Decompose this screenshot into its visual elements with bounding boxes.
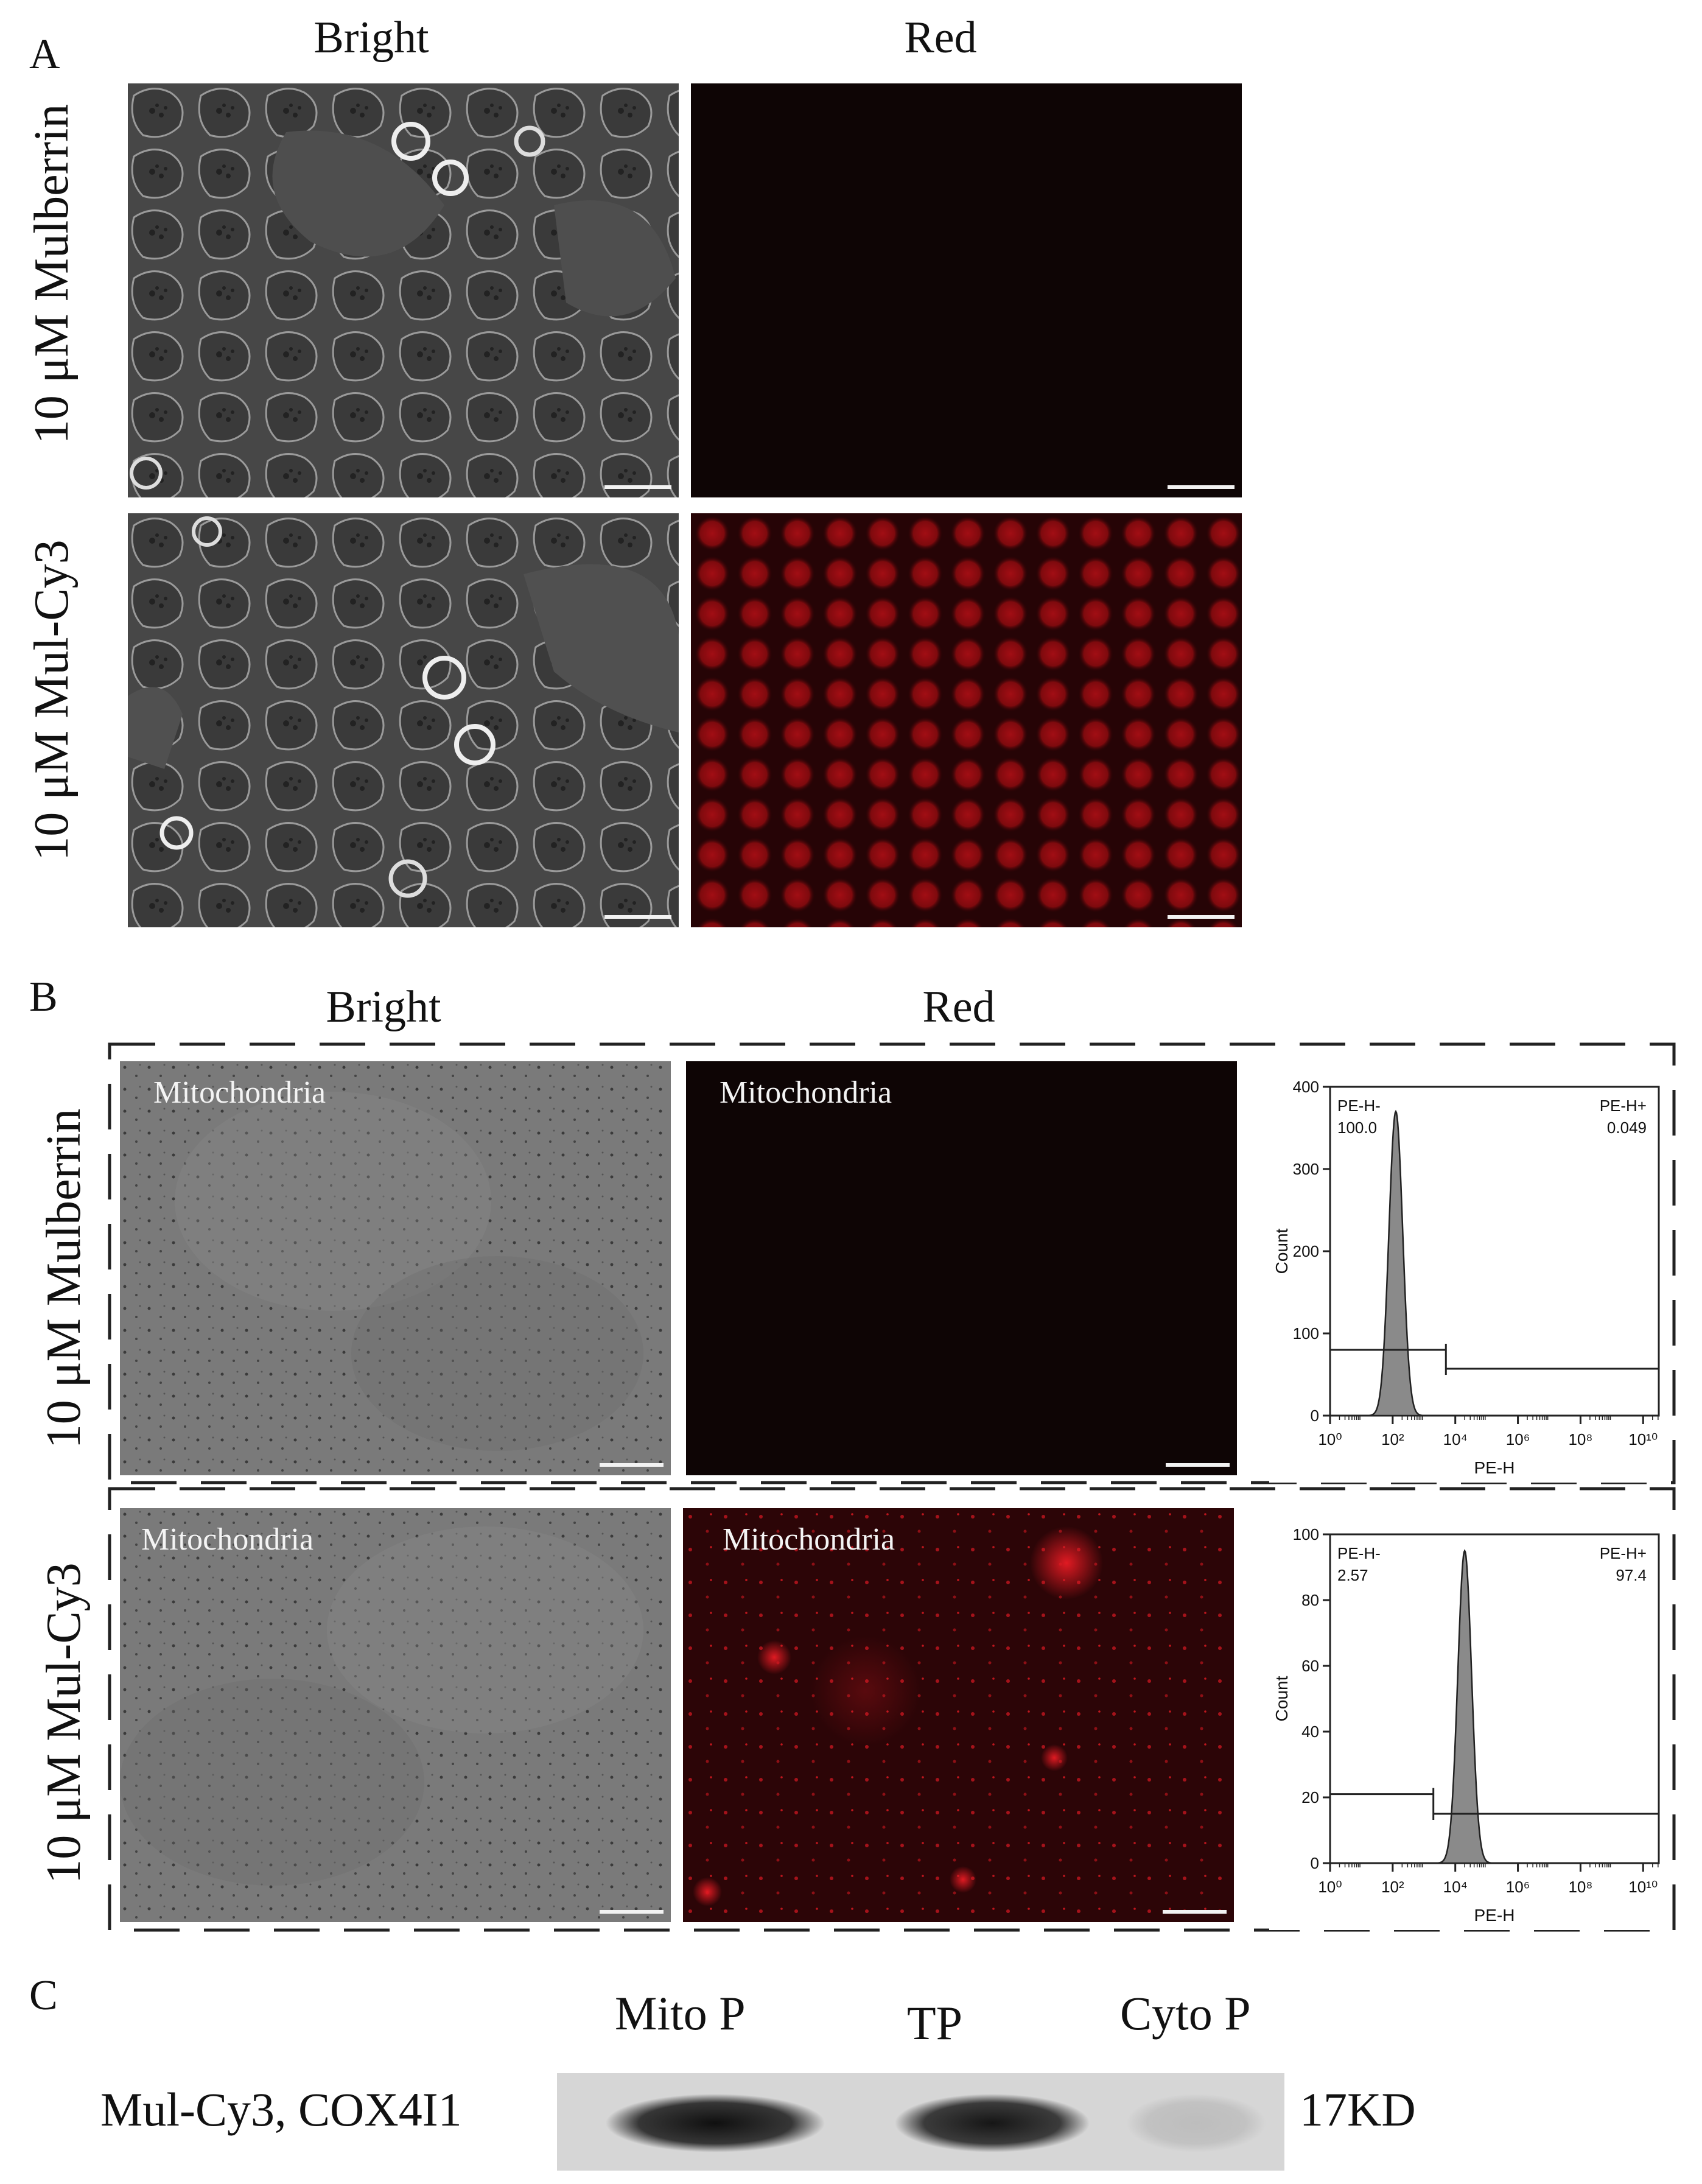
western-blot-strip bbox=[557, 2073, 1284, 2171]
panel-a-red-mulberrin-image bbox=[691, 83, 1242, 497]
lane-label-mito-p: Mito P bbox=[615, 1987, 746, 2040]
gate-value-negative: 100.0 bbox=[1337, 1118, 1377, 1137]
panel-b-mito-label: Mitochondria bbox=[723, 1522, 895, 1557]
x-tick-label: 10⁰ bbox=[1318, 1878, 1342, 1896]
x-tick-label: 10¹⁰ bbox=[1628, 1430, 1658, 1448]
panel-a-red-mulcy3-image bbox=[691, 513, 1242, 927]
panel-a-col-bright: Bright bbox=[313, 13, 429, 63]
x-tick-label: 10⁴ bbox=[1443, 1878, 1468, 1896]
y-tick-label: 60 bbox=[1301, 1657, 1319, 1675]
y-tick-label: 0 bbox=[1311, 1854, 1319, 1872]
panel-a-letter: A bbox=[29, 31, 60, 78]
panel-c-letter: C bbox=[29, 1972, 58, 2019]
y-tick-label: 100 bbox=[1293, 1324, 1319, 1343]
y-tick-label: 80 bbox=[1301, 1591, 1319, 1609]
blot-protein-label: Mul-Cy3, COX4I1 bbox=[100, 2083, 462, 2136]
gate-value-positive: 97.4 bbox=[1616, 1566, 1647, 1584]
lane-label-tp: TP bbox=[907, 1996, 963, 2049]
panel-b-red-mulcy3-image: Mitochondria bbox=[683, 1508, 1234, 1922]
panel-b-col-red: Red bbox=[922, 982, 995, 1032]
y-tick-label: 40 bbox=[1301, 1722, 1319, 1741]
panel-a-row-mulcy3: 10 μM Mul-Cy3 bbox=[25, 539, 79, 861]
x-tick-label: 10² bbox=[1381, 1430, 1404, 1448]
gate-value-positive: 0.049 bbox=[1607, 1118, 1647, 1137]
x-axis-label: PE-H bbox=[1474, 1906, 1515, 1925]
panel-b-bright-mulcy3-image: Mitochondria bbox=[120, 1508, 671, 1922]
y-tick-label: 0 bbox=[1311, 1406, 1319, 1425]
gate-label-positive: PE-H+ bbox=[1600, 1544, 1647, 1562]
y-tick-label: 200 bbox=[1293, 1242, 1319, 1260]
gate-label-negative: PE-H- bbox=[1337, 1097, 1381, 1115]
x-tick-label: 10⁸ bbox=[1568, 1430, 1592, 1448]
panel-b-letter: B bbox=[29, 974, 58, 1020]
y-axis-label: Count bbox=[1272, 1676, 1291, 1721]
panel-b-red-mulberrin-image: Mitochondria bbox=[686, 1061, 1237, 1475]
x-tick-label: 10⁸ bbox=[1568, 1878, 1592, 1896]
panel-a-bright-mulcy3-image bbox=[128, 513, 679, 927]
y-axis-label: Count bbox=[1272, 1228, 1291, 1274]
panel-b-row-mulcy3: 10 μM Mul-Cy3 bbox=[37, 1562, 91, 1884]
x-axis-label: PE-H bbox=[1474, 1458, 1515, 1477]
panel-b-dashed-frame bbox=[108, 1042, 1676, 1932]
y-tick-label: 400 bbox=[1293, 1078, 1319, 1096]
panel-b-mito-label: Mitochondria bbox=[141, 1522, 314, 1557]
x-tick-label: 10¹⁰ bbox=[1628, 1878, 1658, 1896]
histogram-peak bbox=[1358, 1109, 1434, 1417]
panel-a-col-red: Red bbox=[904, 13, 977, 63]
x-tick-label: 10² bbox=[1381, 1878, 1404, 1896]
panel-b-col-bright: Bright bbox=[326, 982, 441, 1032]
x-tick-label: 10⁰ bbox=[1318, 1430, 1342, 1448]
panel-b-mito-label: Mitochondria bbox=[720, 1075, 892, 1110]
panel-b-mito-label: Mitochondria bbox=[153, 1075, 326, 1110]
blot-size-label: 17KD bbox=[1300, 2083, 1416, 2136]
gate-label-positive: PE-H+ bbox=[1600, 1097, 1647, 1115]
y-tick-label: 20 bbox=[1301, 1788, 1319, 1807]
gate-value-negative: 2.57 bbox=[1337, 1566, 1368, 1584]
y-tick-label: 100 bbox=[1293, 1525, 1319, 1543]
lane-label-cyto-p: Cyto P bbox=[1120, 1987, 1251, 2040]
gate-label-negative: PE-H- bbox=[1337, 1544, 1381, 1562]
histogram-peak bbox=[1427, 1549, 1502, 1864]
x-tick-label: 10⁴ bbox=[1443, 1430, 1468, 1448]
blot-band bbox=[895, 2094, 1090, 2152]
panel-b-row-mulberrin: 10 μM Mulberrin bbox=[37, 1108, 91, 1449]
panel-a-row-mulberrin: 10 μM Mulberrin bbox=[25, 104, 79, 444]
histogram-mulcy3: 0 20 40 60 80 100 10⁰ 10² 10⁴ 10⁶ 10⁸ 10¹⁰ PE-H Count… bbox=[1269, 1516, 1665, 1930]
y-tick-label: 300 bbox=[1293, 1160, 1319, 1178]
histogram-mulberrin: 0 100 200 300 400 10⁰ 10² 10⁴ 10⁶ 10⁸ 10¹⁰ PE-H Coun… bbox=[1269, 1069, 1665, 1483]
panel-b-bright-mulberrin-image: Mitochondria bbox=[120, 1061, 671, 1475]
blot-band bbox=[606, 2094, 825, 2152]
x-tick-label: 10⁶ bbox=[1506, 1878, 1530, 1896]
blot-band bbox=[1126, 2094, 1266, 2152]
x-tick-label: 10⁶ bbox=[1506, 1430, 1530, 1448]
panel-a-bright-mulberrin-image bbox=[128, 83, 679, 497]
